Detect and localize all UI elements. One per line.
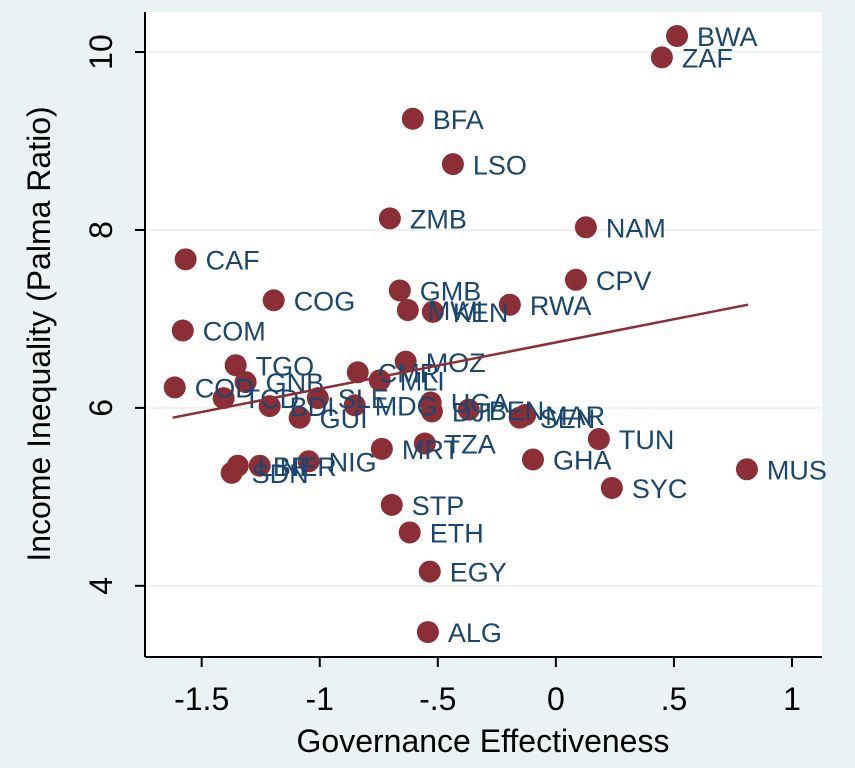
point-label: SYC — [632, 474, 688, 504]
point — [441, 153, 464, 176]
point — [416, 621, 439, 644]
point-label: BEN — [489, 396, 545, 426]
point — [413, 432, 436, 455]
point-label: NIG — [329, 447, 377, 477]
point-label: ZAF — [682, 43, 733, 73]
x-tick-label: -1 — [306, 681, 334, 717]
point — [421, 300, 444, 323]
point-label: STP — [412, 491, 465, 521]
point — [514, 404, 537, 427]
point-label: BFA — [433, 105, 484, 135]
point — [398, 521, 421, 544]
point-label: MWI — [428, 296, 483, 326]
plot-area — [145, 12, 822, 657]
point — [418, 560, 441, 583]
point — [378, 207, 401, 230]
y-tick-label: 10 — [83, 34, 119, 70]
point — [401, 107, 424, 130]
x-tick-label: 1 — [783, 681, 801, 717]
point — [564, 268, 587, 291]
point — [174, 248, 197, 271]
point-label: MAR — [545, 401, 605, 431]
point-label: GHA — [553, 446, 612, 476]
point-label: SDN — [252, 459, 309, 489]
point — [220, 461, 243, 484]
point-label: UGA — [451, 389, 510, 419]
y-tick-label: 6 — [83, 399, 119, 417]
point-label: COM — [203, 317, 266, 347]
point — [457, 398, 480, 421]
point — [262, 289, 285, 312]
point-label: BDI — [290, 392, 335, 422]
point — [600, 476, 623, 499]
point-label: MDG — [375, 391, 438, 421]
point-label: GUI — [320, 404, 368, 434]
point-label: ALG — [448, 618, 502, 648]
point-label: MRT — [402, 435, 460, 465]
point — [521, 448, 544, 471]
point-label: BWA — [697, 22, 758, 52]
point-label: CPV — [596, 266, 652, 296]
point-label: EGY — [450, 558, 507, 588]
point — [212, 387, 235, 410]
point — [587, 428, 610, 451]
x-tick-label: 0 — [547, 681, 565, 717]
point-label: LSO — [473, 150, 527, 180]
point-label: NAM — [606, 213, 666, 243]
point — [370, 437, 393, 460]
point — [574, 216, 597, 239]
point — [735, 458, 758, 481]
point-label: ETH — [430, 519, 484, 549]
point-label: NER — [280, 452, 337, 482]
point — [306, 387, 329, 410]
y-axis-title: Income Inequality (Palma Ratio) — [21, 106, 57, 561]
point — [297, 450, 320, 473]
y-tick-label: 4 — [83, 577, 119, 595]
point — [396, 299, 419, 322]
point — [171, 319, 194, 342]
point-label: SLE — [338, 384, 389, 414]
point — [288, 406, 311, 429]
point-label: MUS — [767, 455, 827, 485]
x-axis-title: Governance Effectiveness — [297, 723, 670, 759]
point — [234, 371, 257, 394]
point — [380, 493, 403, 516]
point — [163, 376, 186, 399]
y-tick-label: 8 — [83, 221, 119, 239]
point-label: RWA — [530, 291, 592, 321]
point-label: KEN — [453, 298, 509, 328]
point — [346, 361, 369, 384]
point-label: TZA — [445, 430, 496, 460]
x-tick-label: -.5 — [419, 681, 456, 717]
x-tick-label: .5 — [661, 681, 688, 717]
point — [420, 400, 443, 423]
point — [498, 293, 521, 316]
point — [394, 350, 417, 373]
point-label: LBR — [258, 452, 311, 482]
point — [650, 46, 673, 69]
x-tick-label: -1.5 — [174, 681, 229, 717]
point-label: ZMB — [410, 205, 467, 235]
point — [343, 394, 366, 417]
point-label: CMR — [378, 358, 440, 388]
point-label: TGO — [256, 351, 315, 381]
point-label: TUN — [619, 425, 675, 455]
point — [388, 279, 411, 302]
point-label: COD — [195, 374, 255, 404]
point-label: DJI — [452, 398, 493, 428]
point-label: CAF — [206, 245, 260, 275]
fit-line — [172, 303, 749, 419]
point-label: SEN — [540, 404, 596, 434]
point-label: GMB — [420, 277, 482, 307]
point — [248, 454, 271, 477]
point — [224, 354, 247, 377]
point-label: COG — [294, 286, 356, 316]
point — [666, 25, 689, 48]
